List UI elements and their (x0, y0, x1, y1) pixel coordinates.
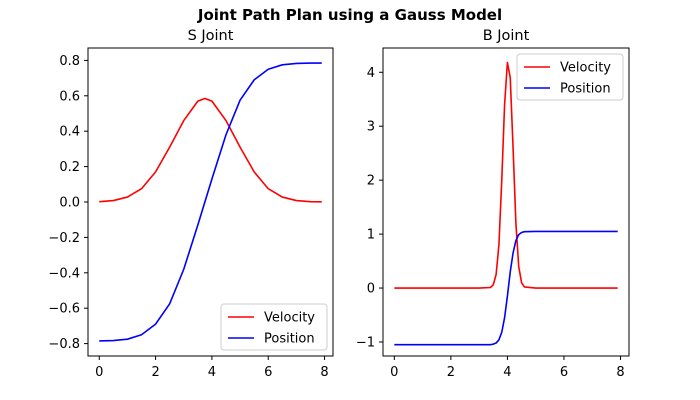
y-tick-label: −0.2 (48, 231, 80, 246)
y-tick-label: −0.8 (48, 337, 80, 352)
x-tick-label: 4 (503, 365, 511, 380)
position-series-line (394, 230, 618, 346)
plot-frame (382, 47, 630, 357)
y-tick-label: −0.6 (48, 302, 80, 317)
x-tick-label: 2 (151, 365, 159, 380)
y-tick-label: 0 (367, 282, 375, 297)
x-tick-label: 8 (320, 365, 328, 380)
y-tick-label: −1 (356, 335, 375, 350)
x-tick-label: 0 (390, 365, 398, 380)
legend: Velocity Position (516, 53, 624, 101)
y-tick-label: 0.2 (59, 160, 80, 175)
legend-label-position: Position (264, 332, 315, 347)
x-tick-label: 6 (264, 365, 272, 380)
y-tick-label: 0.4 (59, 125, 80, 140)
x-tick-label: 0 (95, 365, 103, 380)
velocity-series-line (99, 97, 322, 203)
subplot-s-joint: S Joint 0 2 4 6 8 −0.8 −0.6 −0.4 −0.2 0.0 0.2 0.4 0.6… (48, 28, 334, 380)
subplot-b-joint: B Joint 0 2 4 6 8 −1 0 1 2 3 4 Velocity Position (356, 28, 630, 380)
y-tick-label: 2 (367, 174, 375, 189)
y-tick-label: 0.0 (59, 196, 80, 211)
x-tick-label: 6 (560, 365, 568, 380)
figure-title: Joint Path Plan using a Gauss Model (197, 6, 502, 24)
x-tick-label: 4 (208, 365, 216, 380)
legend: Velocity Position (220, 303, 328, 351)
subplot-title: S Joint (188, 28, 234, 44)
legend-label-velocity: Velocity (264, 311, 315, 326)
x-tick-label: 2 (447, 365, 455, 380)
y-tick-label: 0.6 (59, 89, 80, 104)
y-tick-label: 1 (367, 228, 375, 243)
legend-label-velocity: Velocity (560, 61, 611, 76)
velocity-series-line (394, 61, 618, 289)
subplot-title: B Joint (483, 28, 530, 44)
legend-label-position: Position (560, 82, 611, 97)
y-tick-label: 0.8 (59, 54, 80, 69)
y-tick-label: 3 (367, 120, 375, 135)
y-tick-label: −0.4 (48, 266, 80, 281)
x-tick-label: 8 (616, 365, 624, 380)
position-series-line (99, 62, 322, 342)
y-tick-label: 4 (367, 66, 375, 81)
